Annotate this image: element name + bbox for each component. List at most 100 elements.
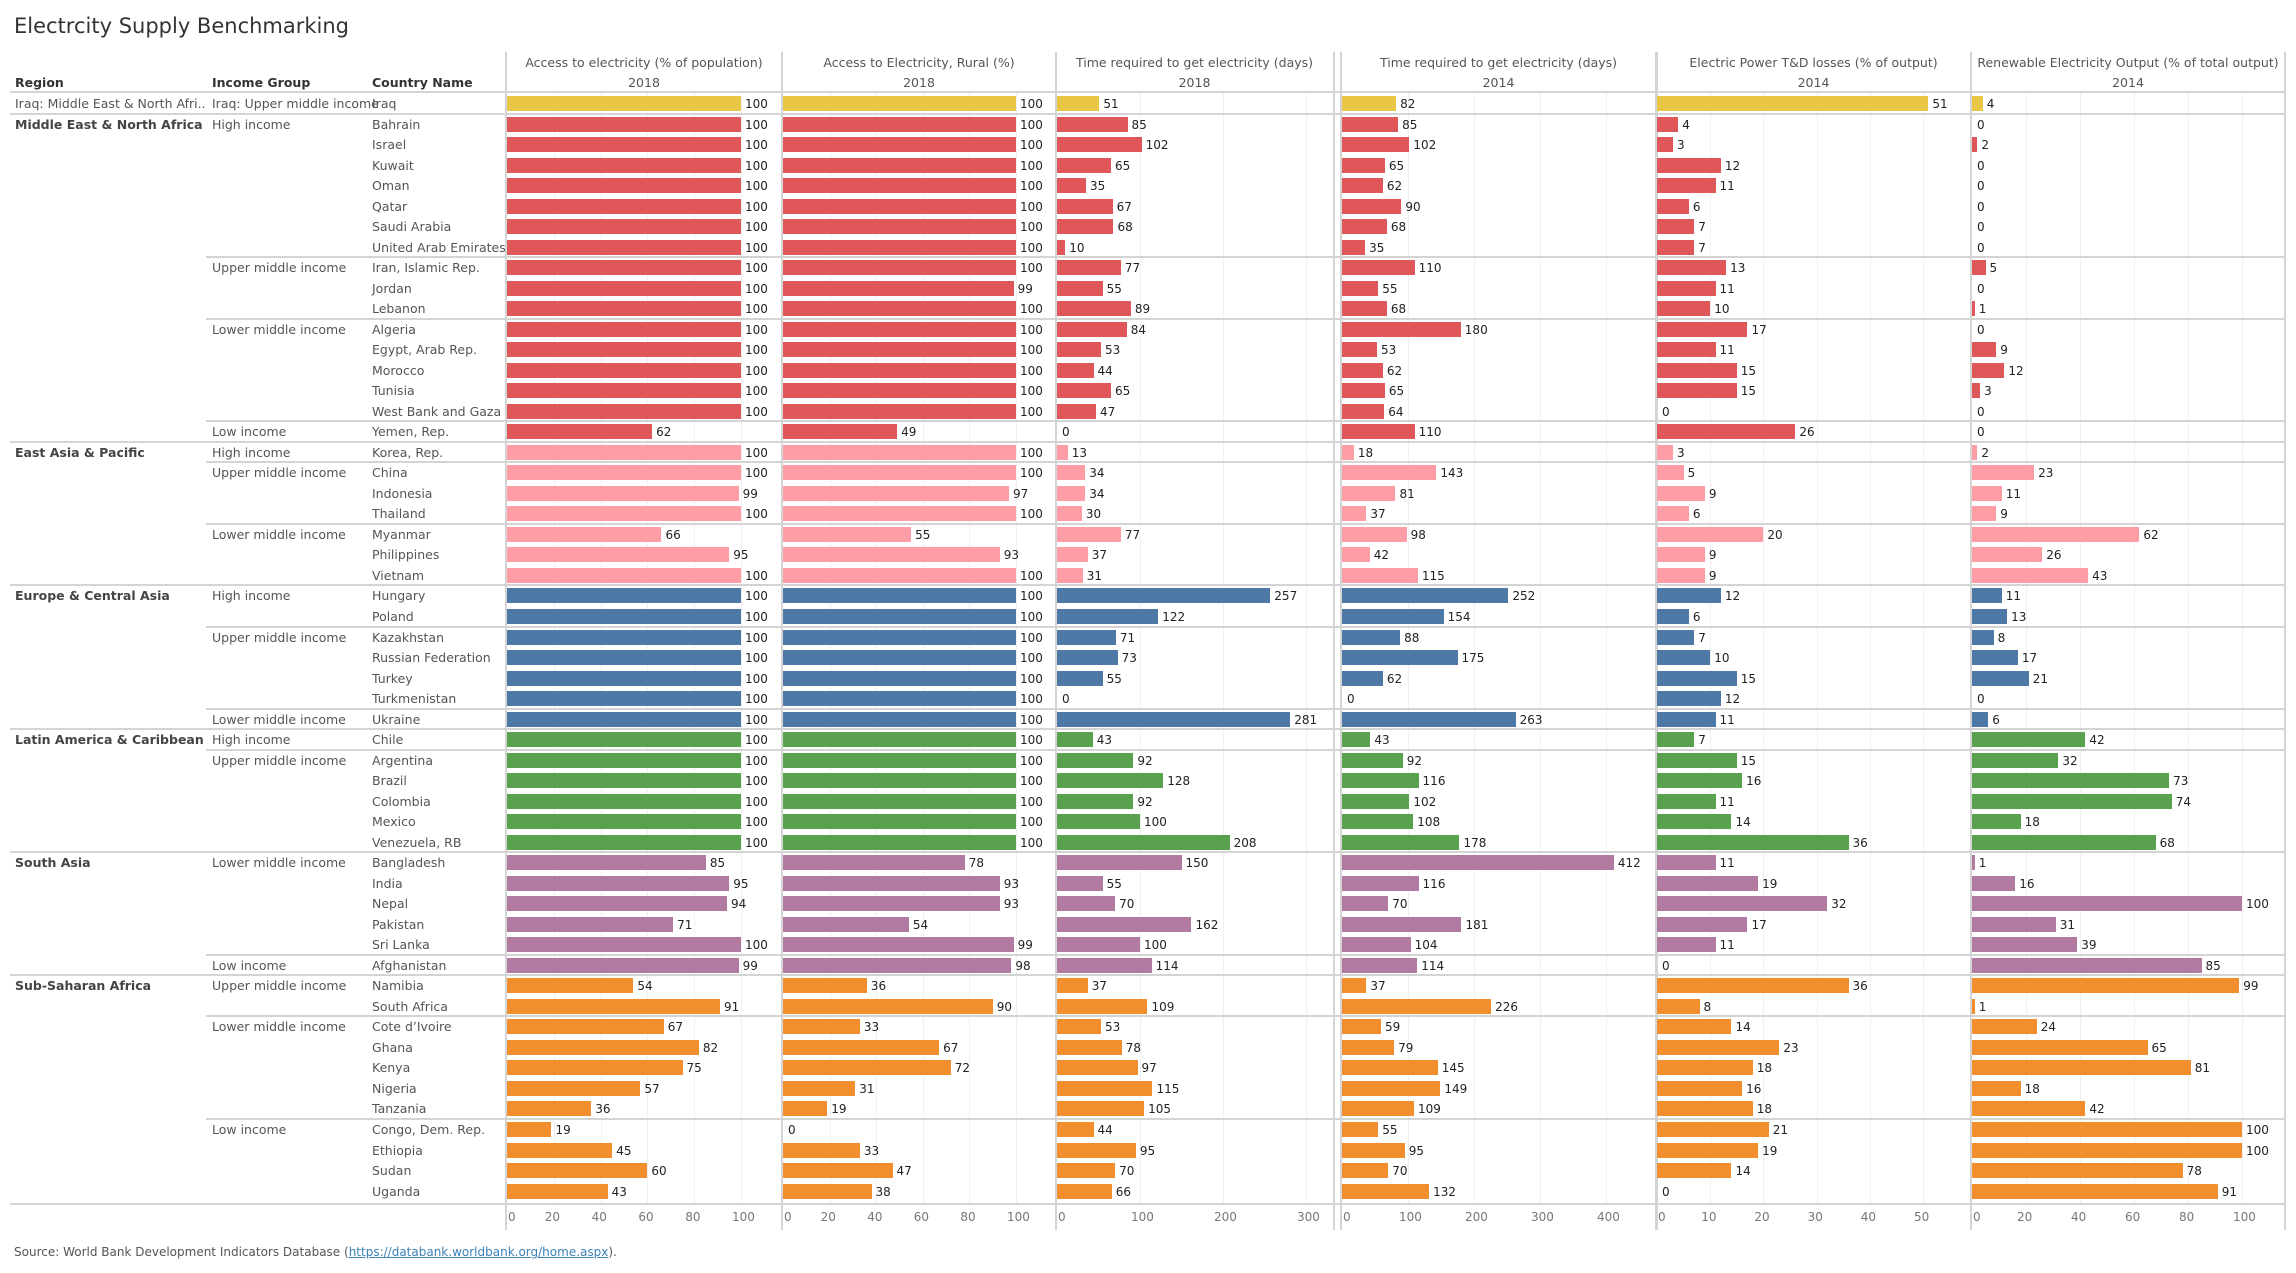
bar-value-label: 95 bbox=[733, 876, 749, 891]
column-title: Time required to get electricity (days) bbox=[1075, 55, 1314, 70]
bar-value-label: 100 bbox=[745, 774, 768, 789]
bar-value-label: 128 bbox=[1167, 774, 1191, 789]
bar-value-label: 62 bbox=[1386, 179, 1403, 194]
country-label: India bbox=[372, 875, 403, 891]
bar bbox=[507, 814, 741, 830]
gridline bbox=[2080, 93, 2081, 1203]
bar-value-label: 92 bbox=[1137, 753, 1153, 768]
country-label: Russian Federation bbox=[372, 650, 491, 666]
bar bbox=[1657, 609, 1689, 624]
bar bbox=[1342, 957, 1418, 973]
bar-value-label: 66 bbox=[1115, 1184, 1132, 1199]
bar-value-label: 109 bbox=[1151, 999, 1175, 1014]
bar-value-label: 18 bbox=[1357, 445, 1374, 460]
bar-value-label: 12 bbox=[1724, 692, 1741, 707]
bar bbox=[1057, 588, 1271, 604]
bar-value-label: 32 bbox=[2062, 753, 2078, 768]
bar-value-label: 14 bbox=[1735, 1164, 1751, 1179]
bar bbox=[783, 198, 1016, 214]
bar-value-label: 0 bbox=[1977, 281, 1985, 296]
bar-value-label: 149 bbox=[1444, 1081, 1468, 1096]
bar bbox=[1972, 732, 2086, 748]
group-divider bbox=[10, 974, 2284, 977]
bar-value-label: 11 bbox=[1719, 856, 1735, 871]
region-label: Europe & Central Asia bbox=[15, 588, 170, 604]
bar-value-label: 100 bbox=[1020, 507, 1043, 522]
bar-value-label: 100 bbox=[745, 671, 768, 686]
country-label: Hungary bbox=[372, 588, 426, 604]
country-label: Ethiopia bbox=[372, 1142, 423, 1158]
bar-value-label: 100 bbox=[745, 281, 768, 296]
bar-value-label: 73 bbox=[1121, 651, 1137, 666]
bar bbox=[1342, 321, 1461, 337]
bar-value-label: 154 bbox=[1447, 610, 1471, 624]
bar-value-label: 12 bbox=[1724, 589, 1741, 604]
axis-tick-label: 50 bbox=[1914, 1210, 1930, 1224]
bar bbox=[783, 547, 1000, 563]
bar-value-label: 16 bbox=[1746, 1081, 1762, 1096]
bar-value-label: 6 bbox=[1692, 610, 1701, 624]
bar bbox=[783, 1101, 828, 1117]
bar-value-label: 100 bbox=[1020, 322, 1043, 337]
bar-value-label: 99 bbox=[2243, 979, 2259, 994]
bar-value-label: 81 bbox=[2194, 1061, 2210, 1076]
bar-value-label: 31 bbox=[1086, 568, 1102, 583]
region-label: Latin America & Caribbean bbox=[15, 732, 204, 748]
bar-value-label: 88 bbox=[1404, 630, 1420, 645]
bar-value-label: 100 bbox=[1144, 815, 1167, 830]
bar bbox=[507, 424, 653, 440]
bar-value-label: 33 bbox=[863, 1020, 880, 1035]
bar-value-label: 91 bbox=[2221, 1184, 2237, 1199]
bar bbox=[1342, 342, 1377, 358]
bar bbox=[1342, 773, 1419, 789]
bar bbox=[783, 773, 1016, 789]
country-label: Philippines bbox=[372, 547, 440, 563]
bar bbox=[1342, 1060, 1438, 1076]
source-link[interactable]: https://databank.worldbank.org/home.aspx bbox=[348, 1245, 609, 1259]
bar bbox=[1057, 1142, 1136, 1158]
bar bbox=[507, 629, 741, 645]
bar bbox=[1972, 834, 2156, 850]
bar bbox=[783, 691, 1016, 707]
bar bbox=[783, 1163, 893, 1179]
bar-value-label: 91 bbox=[723, 999, 740, 1014]
bar bbox=[1972, 978, 2240, 994]
bar bbox=[1057, 567, 1083, 583]
bar bbox=[507, 732, 741, 748]
column-title: Renewable Electricity Output (% of total… bbox=[1977, 55, 2279, 70]
bar-value-label: 252 bbox=[1512, 589, 1536, 604]
bar bbox=[783, 834, 1016, 850]
bar bbox=[1972, 609, 2008, 624]
bar-value-label: 51 bbox=[1932, 97, 1948, 111]
bar bbox=[1342, 362, 1383, 378]
bar-value-label: 78 bbox=[1125, 1040, 1142, 1055]
bar-value-label: 82 bbox=[1400, 97, 1416, 111]
bar-value-label: 4 bbox=[1986, 97, 1995, 111]
bar bbox=[1057, 1080, 1153, 1096]
axis-tick-label: 60 bbox=[2125, 1210, 2141, 1224]
bar bbox=[1342, 588, 1509, 604]
bar-value-label: 100 bbox=[745, 240, 768, 255]
bar-value-label: 36 bbox=[1852, 835, 1868, 850]
bar-value-label: 178 bbox=[1463, 835, 1487, 850]
bar-value-label: 37 bbox=[1370, 507, 1386, 522]
bar bbox=[1057, 198, 1113, 214]
bar bbox=[1657, 937, 1716, 953]
bar bbox=[1972, 1039, 2148, 1055]
bar bbox=[783, 937, 1014, 953]
country-label: Algeria bbox=[372, 321, 416, 337]
bar-value-label: 0 bbox=[1977, 117, 1985, 132]
group-divider bbox=[10, 112, 2284, 115]
bar-value-label: 23 bbox=[1783, 1040, 1799, 1055]
group-divider bbox=[206, 522, 2284, 525]
country-label: China bbox=[372, 465, 408, 481]
source-footer: Source: World Bank Development Indicator… bbox=[14, 1245, 617, 1259]
group-divider bbox=[206, 420, 2284, 423]
column-year: 2014 bbox=[2112, 75, 2144, 90]
bar-value-label: 263 bbox=[1519, 712, 1543, 727]
bar-value-label: 3 bbox=[1676, 445, 1685, 460]
bar-value-label: 62 bbox=[1386, 363, 1403, 378]
gridline bbox=[1016, 93, 1017, 1203]
country-label: Brazil bbox=[372, 773, 407, 789]
bar-value-label: 100 bbox=[745, 261, 768, 276]
